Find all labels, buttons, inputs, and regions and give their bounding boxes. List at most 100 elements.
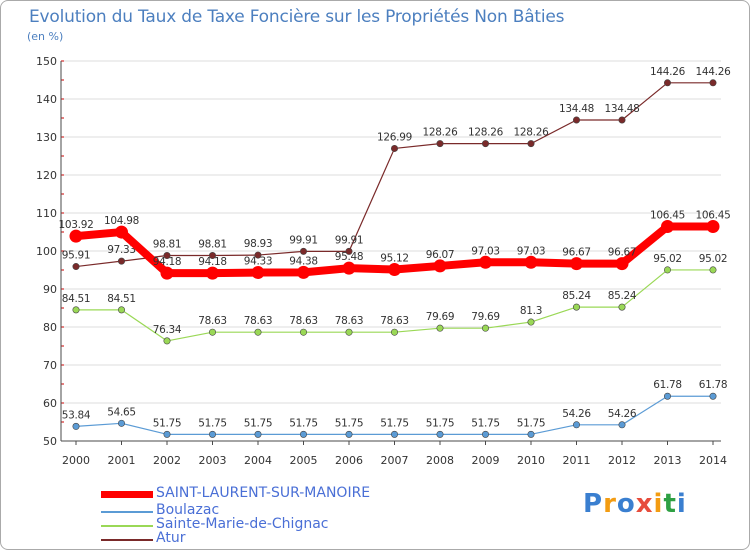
data-label: 76.34 [153, 324, 182, 336]
data-point [709, 266, 717, 274]
y-tick-label: 130 [36, 131, 57, 144]
data-label: 78.63 [198, 315, 227, 327]
data-label: 95.02 [699, 253, 728, 265]
data-point [345, 430, 353, 438]
data-label: 96.07 [426, 249, 455, 261]
x-tick-label: 2002 [153, 454, 181, 467]
x-tick-label: 2012 [608, 454, 636, 467]
data-point [209, 252, 217, 260]
data-point [390, 430, 398, 438]
legend-label-sainte-marie: Sainte-Marie-de-Chignac [156, 516, 329, 532]
data-label: 51.75 [289, 417, 318, 429]
data-point [479, 255, 492, 269]
data-point [709, 392, 717, 400]
data-label: 78.63 [244, 315, 273, 327]
data-point [663, 79, 671, 87]
data-label: 95.12 [380, 253, 409, 265]
data-label: 53.84 [62, 409, 91, 421]
y-tick-label: 140 [36, 93, 57, 106]
x-tick-label: 2003 [199, 454, 227, 467]
data-label: 98.81 [153, 239, 182, 251]
data-label: 94.38 [289, 255, 318, 267]
data-point [663, 392, 671, 400]
data-point [436, 324, 444, 332]
data-label: 128.26 [514, 127, 550, 139]
y-tick-label: 110 [36, 207, 57, 220]
data-label: 51.75 [471, 417, 500, 429]
data-label: 99.91 [289, 234, 318, 246]
data-label: 134.48 [605, 103, 640, 115]
data-point [209, 430, 217, 438]
x-tick-label: 2013 [654, 454, 682, 467]
chart-unit-label: (en %) [27, 30, 64, 43]
data-label: 106.45 [650, 209, 685, 221]
data-point [663, 266, 671, 274]
data-label: 128.26 [423, 127, 459, 139]
data-label: 78.63 [380, 315, 409, 327]
data-label: 103.92 [59, 219, 94, 231]
x-tick-label: 2007 [381, 454, 409, 467]
data-point [297, 265, 310, 279]
x-tick-label: 2001 [108, 454, 136, 467]
x-tick-label: 2008 [426, 454, 454, 467]
data-point [618, 116, 626, 124]
data-point [118, 419, 126, 427]
data-label: 78.63 [335, 315, 364, 327]
data-point [388, 263, 401, 277]
legend-swatch-saint-laurent [101, 491, 153, 498]
logo-letter: o [616, 489, 636, 519]
data-label: 95.02 [653, 253, 682, 265]
logo-letter: i [653, 489, 664, 519]
data-point [160, 266, 174, 280]
data-point [163, 337, 171, 345]
legend-swatch-atur [101, 539, 153, 541]
data-label: 126.99 [377, 131, 412, 143]
data-point [709, 79, 717, 87]
y-tick-label: 90 [43, 283, 57, 296]
data-label: 96.67 [562, 247, 591, 259]
data-label: 51.75 [335, 417, 364, 429]
y-tick-label: 100 [36, 245, 57, 258]
data-label: 94.18 [153, 256, 182, 268]
data-label: 51.75 [426, 417, 455, 429]
data-point [706, 219, 720, 233]
data-point [69, 229, 83, 243]
data-label: 96.67 [608, 247, 637, 259]
data-point [661, 219, 674, 233]
data-label: 95.48 [335, 251, 364, 263]
data-point [436, 140, 444, 148]
data-point [570, 257, 583, 271]
data-label: 144.26 [650, 66, 686, 78]
data-point [572, 303, 580, 311]
data-point [572, 116, 580, 124]
y-tick-label: 150 [36, 55, 57, 68]
data-label: 97.03 [471, 245, 500, 257]
data-label: 78.63 [289, 315, 318, 327]
data-label: 106.45 [696, 209, 731, 221]
data-point [390, 328, 398, 336]
data-point [390, 144, 398, 152]
logo-letter: P [583, 489, 604, 519]
x-tick-label: 2014 [699, 454, 727, 467]
data-label: 134.48 [559, 103, 594, 115]
data-point [481, 430, 489, 438]
data-label: 51.75 [380, 417, 409, 429]
data-label: 128.26 [468, 127, 504, 139]
data-point [345, 328, 353, 336]
logo-letter: t [663, 489, 677, 519]
data-point [72, 422, 80, 430]
proxiti-logo: Proxiti [583, 489, 687, 519]
data-label: 98.81 [198, 239, 227, 251]
data-point [72, 263, 80, 271]
data-point [254, 328, 262, 336]
y-tick-label: 60 [43, 397, 57, 410]
data-point [254, 251, 262, 259]
legend-swatch-boulazac [101, 511, 153, 513]
data-label: 61.78 [699, 379, 728, 391]
data-point [481, 324, 489, 332]
data-point [524, 255, 538, 269]
legend-label-saint-laurent: SAINT-LAURENT-SUR-MANOIRE [156, 485, 371, 501]
logo-letter: i [676, 489, 687, 519]
data-label: 51.75 [517, 417, 546, 429]
